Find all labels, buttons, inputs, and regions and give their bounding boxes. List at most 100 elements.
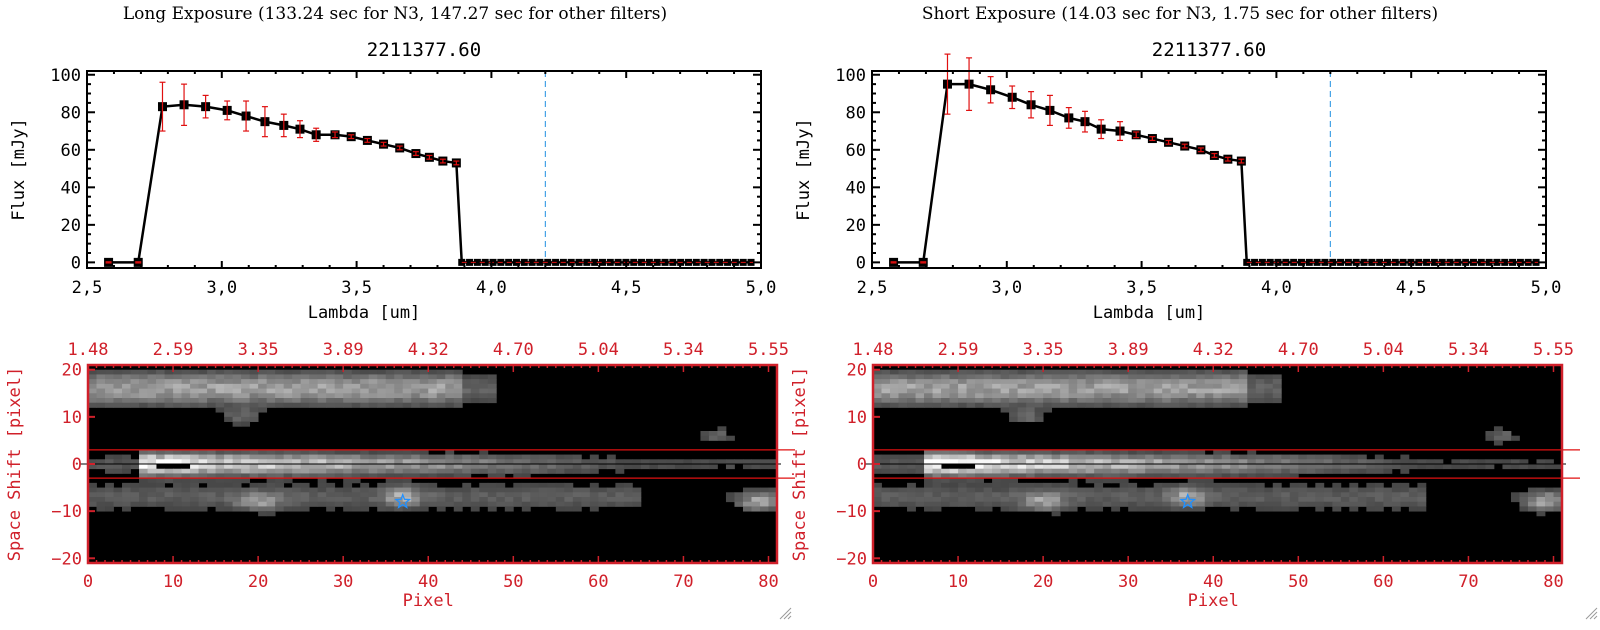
heatmap-cell bbox=[487, 497, 497, 503]
heatmap-cell bbox=[1196, 473, 1206, 479]
y-tick-label: −20 bbox=[51, 549, 82, 569]
heatmap-cell bbox=[1162, 464, 1172, 470]
heatmap-cell bbox=[181, 468, 191, 474]
heatmap-cell bbox=[1536, 497, 1546, 503]
heatmap-cell bbox=[1349, 454, 1359, 460]
heatmap-cell bbox=[1247, 393, 1257, 399]
heatmap-cell bbox=[139, 492, 148, 498]
heatmap-cell bbox=[538, 492, 548, 498]
heatmap-cell bbox=[1034, 454, 1044, 460]
heatmap-cell bbox=[581, 492, 591, 498]
heatmap-cell bbox=[1400, 468, 1410, 474]
heatmap-cell bbox=[958, 449, 967, 455]
heatmap-cell bbox=[513, 473, 523, 479]
x-tick-label: 4,0 bbox=[1261, 278, 1292, 298]
heatmap-cell bbox=[283, 398, 293, 404]
heatmap-cell bbox=[907, 459, 916, 465]
heatmap-cell bbox=[1357, 501, 1367, 507]
heatmap-cell bbox=[1119, 369, 1129, 375]
heatmap-cell bbox=[1204, 468, 1214, 474]
heatmap-cell bbox=[983, 501, 993, 507]
heatmap-cell bbox=[717, 431, 727, 437]
heatmap-cell bbox=[1553, 487, 1563, 493]
heatmap-cell bbox=[1145, 492, 1155, 498]
heatmap-cell bbox=[1128, 374, 1138, 380]
heatmap-cell bbox=[173, 374, 182, 380]
heatmap-cell bbox=[173, 501, 182, 507]
heatmap-cell bbox=[504, 464, 514, 470]
heatmap-cell bbox=[1264, 464, 1274, 470]
heatmap-cell bbox=[555, 459, 565, 465]
heatmap-cell bbox=[326, 501, 336, 507]
heatmap-cell bbox=[453, 468, 463, 474]
heatmap-cell bbox=[1026, 383, 1036, 389]
heatmap-cell bbox=[130, 497, 140, 503]
heatmap-cell bbox=[1221, 383, 1231, 389]
heatmap-cell bbox=[1332, 468, 1342, 474]
heatmap-cell bbox=[890, 402, 899, 408]
heatmap-cell bbox=[164, 398, 174, 404]
heatmap-cell bbox=[1128, 501, 1138, 507]
heatmap-cell bbox=[258, 506, 268, 512]
heatmap-cell bbox=[572, 487, 582, 493]
heatmap-cell bbox=[1009, 501, 1019, 507]
heatmap-cell bbox=[666, 459, 676, 465]
heatmap-cell bbox=[708, 459, 718, 465]
heatmap-cell bbox=[1196, 464, 1206, 470]
heatmap-cell bbox=[1068, 478, 1078, 484]
heatmap-cell bbox=[1247, 497, 1257, 503]
heatmap-cell bbox=[1400, 459, 1410, 465]
heatmap-cell bbox=[207, 398, 216, 404]
heatmap-cell bbox=[1213, 487, 1223, 493]
heatmap-cell bbox=[949, 393, 959, 399]
heatmap-cell bbox=[881, 492, 891, 498]
heatmap-cell bbox=[207, 402, 216, 408]
heatmap-cell bbox=[453, 506, 463, 512]
heatmap-cell bbox=[1221, 492, 1231, 498]
heatmap-cell bbox=[623, 492, 633, 498]
heatmap-cell bbox=[1009, 412, 1019, 418]
heatmap-cell bbox=[232, 492, 242, 498]
resize-grip-icon[interactable] bbox=[778, 606, 792, 620]
heatmap-cell bbox=[873, 393, 882, 399]
heatmap-cell bbox=[1247, 449, 1257, 455]
x-axis-label: Lambda [um] bbox=[1093, 303, 1206, 323]
heatmap-cell bbox=[96, 497, 106, 503]
heatmap-cell bbox=[411, 506, 421, 512]
heatmap-cell bbox=[343, 393, 353, 399]
heatmap-cell bbox=[1434, 459, 1444, 465]
heatmap-cell bbox=[394, 482, 404, 488]
heatmap-cell bbox=[1272, 459, 1282, 465]
heatmap-cell bbox=[1153, 506, 1163, 512]
heatmap-cell bbox=[1060, 497, 1070, 503]
heatmap-cell bbox=[615, 497, 625, 503]
heatmap-cell bbox=[368, 497, 378, 503]
heatmap-cell bbox=[1332, 506, 1342, 512]
heatmap-cell bbox=[564, 459, 574, 465]
heatmap-cell bbox=[1179, 468, 1189, 474]
heatmap-cell bbox=[1017, 492, 1027, 498]
heatmap-cell bbox=[1128, 383, 1138, 389]
resize-grip-icon[interactable] bbox=[1584, 606, 1598, 620]
heatmap-cell bbox=[479, 487, 489, 493]
heatmap-cell bbox=[402, 487, 412, 493]
heatmap-cell bbox=[241, 473, 251, 479]
heatmap-cell bbox=[1417, 506, 1427, 512]
heatmap-cell bbox=[232, 506, 242, 512]
heatmap-cell bbox=[487, 506, 497, 512]
heatmap-cell bbox=[411, 454, 421, 460]
heatmap-cell bbox=[147, 383, 157, 389]
heatmap-cell bbox=[1136, 449, 1146, 455]
heatmap-cell bbox=[496, 468, 506, 474]
heatmap-cell bbox=[1221, 388, 1231, 394]
heatmap-cell bbox=[708, 431, 718, 437]
heatmap-cell bbox=[1179, 374, 1189, 380]
heatmap-cell bbox=[249, 449, 259, 455]
heatmap-cell bbox=[232, 454, 242, 460]
heatmap-cell bbox=[1017, 407, 1027, 413]
error-bar bbox=[296, 120, 303, 139]
heatmap-cell bbox=[1068, 449, 1078, 455]
heatmap-cell bbox=[915, 468, 925, 474]
heatmap-cell bbox=[215, 398, 225, 404]
heatmap-cell bbox=[1187, 379, 1197, 385]
